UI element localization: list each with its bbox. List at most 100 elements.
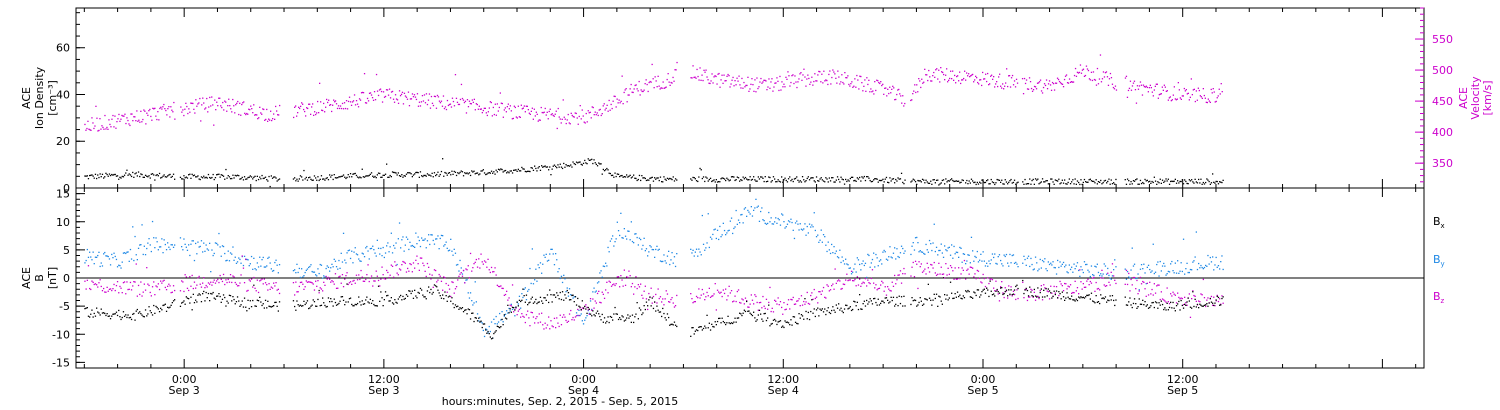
ion-density-point [638, 174, 641, 177]
by-point [381, 255, 383, 257]
bz-point [539, 321, 542, 323]
bz-point [1201, 294, 1203, 296]
ion-density-point [298, 178, 300, 180]
bz-point [360, 269, 362, 272]
ion-density-point [263, 177, 265, 179]
bx-point [846, 304, 848, 307]
ion-density-point [931, 183, 933, 185]
velocity-point [490, 101, 492, 104]
bz-point [158, 288, 161, 291]
bx-point [1179, 309, 1181, 311]
bz-point [135, 263, 137, 265]
ion-density-point [1205, 181, 1207, 184]
bx-point [544, 297, 546, 299]
velocity-point [831, 76, 833, 79]
velocity-point [496, 103, 498, 105]
by-point [892, 252, 895, 254]
bz-point [144, 289, 147, 291]
bx-point [374, 305, 376, 307]
bz-point [1080, 281, 1082, 283]
by-point [349, 257, 352, 260]
ion-density-point [522, 168, 524, 170]
bz-point [847, 279, 849, 282]
bz-point [987, 277, 989, 279]
by-point [301, 268, 303, 270]
by-point [274, 261, 276, 264]
velocity-point [419, 105, 422, 107]
bz-point [963, 259, 966, 262]
bx-point [211, 293, 213, 295]
by-point [377, 247, 380, 249]
bx-point [401, 299, 403, 301]
bz-point [485, 261, 487, 263]
ion-density-point [553, 164, 556, 166]
ion-density-point [1220, 181, 1222, 183]
by-point [989, 263, 991, 265]
ion-density-point [163, 174, 165, 176]
bx-point [624, 319, 627, 321]
velocity-point [1064, 75, 1067, 77]
by-point [1151, 270, 1153, 272]
by-point [442, 235, 444, 237]
ion-density-point [559, 163, 561, 165]
bz-point [557, 322, 559, 324]
ion-density-point [1094, 182, 1096, 184]
ion-density-point [1085, 181, 1087, 183]
ion-density-point [1089, 178, 1091, 180]
velocity-point [1001, 87, 1003, 89]
bz-point [478, 258, 480, 260]
bz-point [530, 311, 532, 313]
velocity-point [266, 108, 268, 111]
velocity-point [134, 116, 136, 118]
by-point [186, 249, 189, 251]
velocity-point [120, 118, 122, 120]
bz-point [267, 289, 269, 291]
bx-point [969, 296, 971, 298]
bx-point [555, 296, 557, 298]
velocity-point [489, 101, 491, 103]
bx-point [1139, 303, 1142, 305]
bx-point [870, 300, 872, 302]
by-point [740, 214, 742, 216]
ion-density-point [609, 172, 611, 175]
by-point [615, 238, 617, 240]
velocity-point [92, 122, 94, 124]
bx-point [100, 308, 102, 310]
bz-point [91, 280, 93, 282]
bx-point [1068, 298, 1070, 300]
bx-point [871, 303, 874, 305]
bx-point [141, 314, 143, 316]
ion-density-point [692, 176, 694, 179]
velocity-point [900, 95, 902, 97]
velocity-tick-label: 400 [1432, 126, 1453, 139]
ion-density-point [389, 174, 391, 177]
by-point [927, 251, 929, 253]
velocity-point [1086, 68, 1089, 70]
by-point [1189, 268, 1192, 271]
bz-point [222, 273, 225, 276]
ion-density-point [676, 179, 678, 181]
bx-point [863, 300, 865, 302]
velocity-point [337, 105, 340, 107]
ion-density-point [804, 181, 806, 183]
velocity-point [725, 80, 727, 82]
bx-point [706, 314, 708, 316]
bx-point [479, 321, 481, 323]
ion-density-point [1153, 176, 1155, 178]
velocity-point [672, 76, 674, 79]
by-point [880, 259, 882, 261]
by-point [181, 246, 183, 248]
velocity-point [894, 99, 896, 101]
velocity-point [303, 108, 305, 111]
velocity-point [715, 75, 717, 78]
velocity-point [192, 102, 194, 105]
bx-point [641, 313, 643, 316]
bx-point [1090, 292, 1093, 294]
velocity-point [1126, 96, 1129, 98]
by-point [270, 268, 272, 270]
bx-point [1101, 297, 1103, 300]
by-point [894, 247, 896, 249]
bx-point [197, 294, 199, 296]
velocity-point [513, 105, 515, 107]
